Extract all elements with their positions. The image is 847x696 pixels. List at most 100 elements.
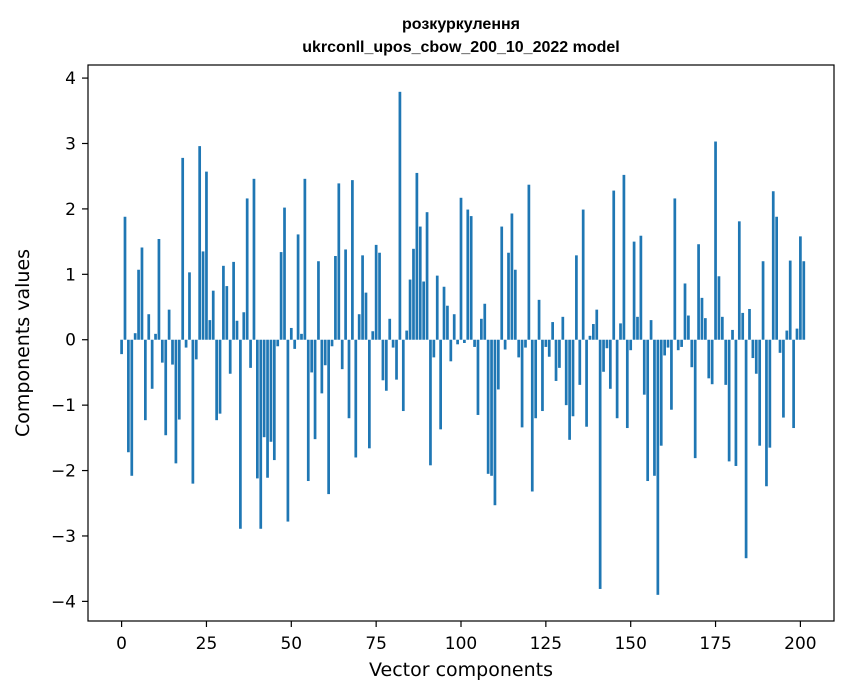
bar bbox=[785, 330, 789, 340]
bar bbox=[598, 339, 602, 589]
bar bbox=[802, 261, 806, 340]
bar bbox=[564, 339, 568, 406]
bar bbox=[133, 333, 137, 340]
x-tick-label: 0 bbox=[116, 634, 127, 654]
bar bbox=[476, 339, 480, 415]
bar bbox=[137, 269, 140, 340]
bar bbox=[167, 309, 171, 340]
bar bbox=[714, 141, 717, 340]
bar bbox=[473, 339, 476, 347]
bar bbox=[334, 256, 337, 340]
bar bbox=[513, 269, 517, 340]
bar bbox=[232, 261, 235, 340]
bar bbox=[296, 234, 300, 340]
y-axis-ticks: −4 −3 −2 −1 0 1 2 3 4 bbox=[51, 69, 88, 612]
bar bbox=[205, 171, 208, 340]
bar bbox=[310, 339, 314, 373]
bar bbox=[398, 91, 402, 340]
bar bbox=[222, 265, 225, 340]
bar bbox=[174, 339, 178, 464]
bar bbox=[568, 339, 571, 440]
bar bbox=[768, 339, 772, 448]
bar bbox=[775, 216, 778, 340]
bar bbox=[622, 174, 626, 340]
bar bbox=[286, 339, 290, 522]
bar bbox=[459, 197, 463, 340]
bar bbox=[727, 339, 731, 462]
bar bbox=[320, 339, 324, 394]
bar bbox=[446, 305, 449, 340]
bar bbox=[486, 339, 490, 474]
bar bbox=[605, 339, 609, 349]
bar bbox=[561, 316, 565, 340]
bar bbox=[351, 180, 354, 340]
bar bbox=[704, 318, 707, 340]
bar bbox=[690, 339, 694, 368]
bar bbox=[687, 315, 690, 340]
bar bbox=[259, 339, 263, 529]
bar bbox=[194, 339, 198, 360]
x-axis-label: Vector components bbox=[369, 659, 553, 681]
bar bbox=[384, 339, 388, 391]
x-tick-label: 100 bbox=[445, 634, 477, 654]
bar bbox=[558, 339, 561, 368]
bar bbox=[710, 339, 714, 385]
bar bbox=[188, 272, 191, 340]
bar bbox=[228, 339, 232, 374]
bar bbox=[737, 221, 741, 340]
bar bbox=[130, 339, 134, 476]
bar bbox=[527, 184, 531, 340]
bar bbox=[639, 235, 643, 340]
bar bbox=[656, 339, 660, 595]
bar bbox=[649, 320, 653, 340]
bar bbox=[269, 339, 273, 442]
bar bbox=[670, 339, 673, 410]
bar bbox=[374, 244, 378, 340]
bar bbox=[520, 339, 524, 428]
bar bbox=[368, 339, 371, 449]
bar bbox=[245, 198, 249, 340]
bar bbox=[653, 339, 656, 476]
bar bbox=[646, 339, 650, 482]
bar bbox=[371, 331, 375, 340]
bar bbox=[191, 339, 195, 484]
bar bbox=[530, 339, 534, 492]
bar bbox=[608, 339, 612, 389]
y-axis-label: Components values bbox=[12, 249, 34, 437]
bar bbox=[272, 339, 276, 461]
bar bbox=[432, 339, 436, 358]
bar bbox=[741, 312, 745, 340]
bar bbox=[659, 339, 663, 446]
bar bbox=[418, 226, 422, 340]
bar bbox=[778, 339, 782, 353]
bar bbox=[388, 318, 392, 340]
bar bbox=[283, 207, 286, 340]
bar bbox=[276, 339, 280, 347]
bar bbox=[615, 339, 619, 419]
bar bbox=[680, 339, 683, 347]
bar bbox=[500, 226, 504, 340]
bar bbox=[693, 339, 697, 459]
bar bbox=[120, 339, 123, 355]
bar bbox=[150, 339, 154, 389]
bar bbox=[262, 339, 266, 438]
bar bbox=[425, 212, 429, 340]
bar bbox=[700, 297, 704, 340]
bar bbox=[595, 309, 599, 340]
bar bbox=[602, 339, 605, 372]
bar bbox=[466, 209, 470, 340]
bar bbox=[625, 339, 629, 429]
x-tick-label: 125 bbox=[530, 634, 562, 654]
y-tick-label: 2 bbox=[65, 200, 76, 220]
x-tick-label: 175 bbox=[699, 634, 731, 654]
bar bbox=[347, 339, 351, 419]
bar bbox=[754, 339, 758, 374]
bar bbox=[507, 252, 510, 340]
bar bbox=[480, 318, 483, 340]
bar bbox=[676, 339, 680, 351]
bar bbox=[588, 335, 592, 340]
bar bbox=[496, 339, 500, 390]
bar bbox=[405, 330, 409, 340]
bar bbox=[524, 339, 527, 348]
bars-group bbox=[120, 91, 806, 595]
